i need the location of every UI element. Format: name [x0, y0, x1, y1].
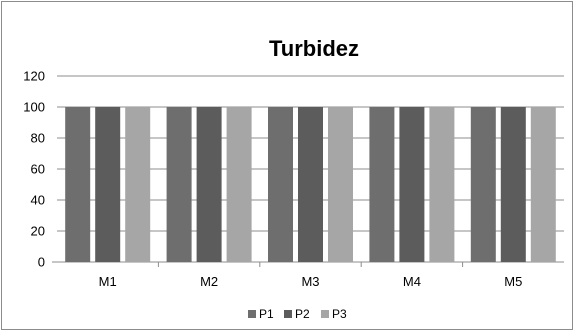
bar-p3-m5 — [530, 107, 556, 262]
bar-p2-m5 — [500, 107, 526, 262]
y-tick-label: 120 — [23, 69, 45, 84]
y-tick-label: 100 — [23, 100, 45, 115]
bar-p1-m3 — [268, 107, 293, 262]
y-tick-label: 40 — [31, 193, 45, 208]
bar-p3-m2 — [226, 107, 252, 262]
x-tick-label: M1 — [99, 274, 117, 289]
chart-title: Turbidez — [269, 36, 359, 61]
bar-p3-m1 — [125, 107, 151, 262]
legend-label-p2: P2 — [295, 307, 310, 321]
bar-p3-m4 — [429, 107, 455, 262]
bars — [65, 107, 556, 262]
x-tick-label: M4 — [403, 274, 421, 289]
legend: P1 P2 P3 — [248, 307, 347, 321]
y-tick-label: 80 — [31, 131, 45, 146]
legend-label-p1: P1 — [259, 307, 274, 321]
x-tick-label: M3 — [301, 274, 319, 289]
bar-p2-m2 — [196, 107, 222, 262]
bar-p1-m1 — [65, 107, 91, 262]
y-tick-label: 0 — [38, 255, 45, 270]
y-tick-label: 60 — [31, 162, 45, 177]
bar-p3-m3 — [328, 107, 353, 262]
x-tick-label: M2 — [200, 274, 218, 289]
x-tick-label: M5 — [504, 274, 522, 289]
legend-swatch-p3 — [321, 310, 329, 318]
bar-p2-m3 — [298, 107, 323, 262]
legend-swatch-p2 — [284, 310, 292, 318]
bar-p1-m2 — [166, 107, 192, 262]
x-axis-ticks: M1 M2 M3 M4 M5 — [99, 274, 523, 289]
bar-p1-m5 — [470, 107, 496, 262]
bar-p2-m1 — [95, 107, 121, 262]
legend-label-p3: P3 — [332, 307, 347, 321]
bar-p2-m4 — [399, 107, 425, 262]
y-tick-label: 20 — [31, 224, 45, 239]
y-axis-ticks: 0 20 40 60 80 100 120 — [23, 69, 45, 270]
bar-p1-m4 — [369, 107, 395, 262]
legend-swatch-p1 — [248, 310, 256, 318]
